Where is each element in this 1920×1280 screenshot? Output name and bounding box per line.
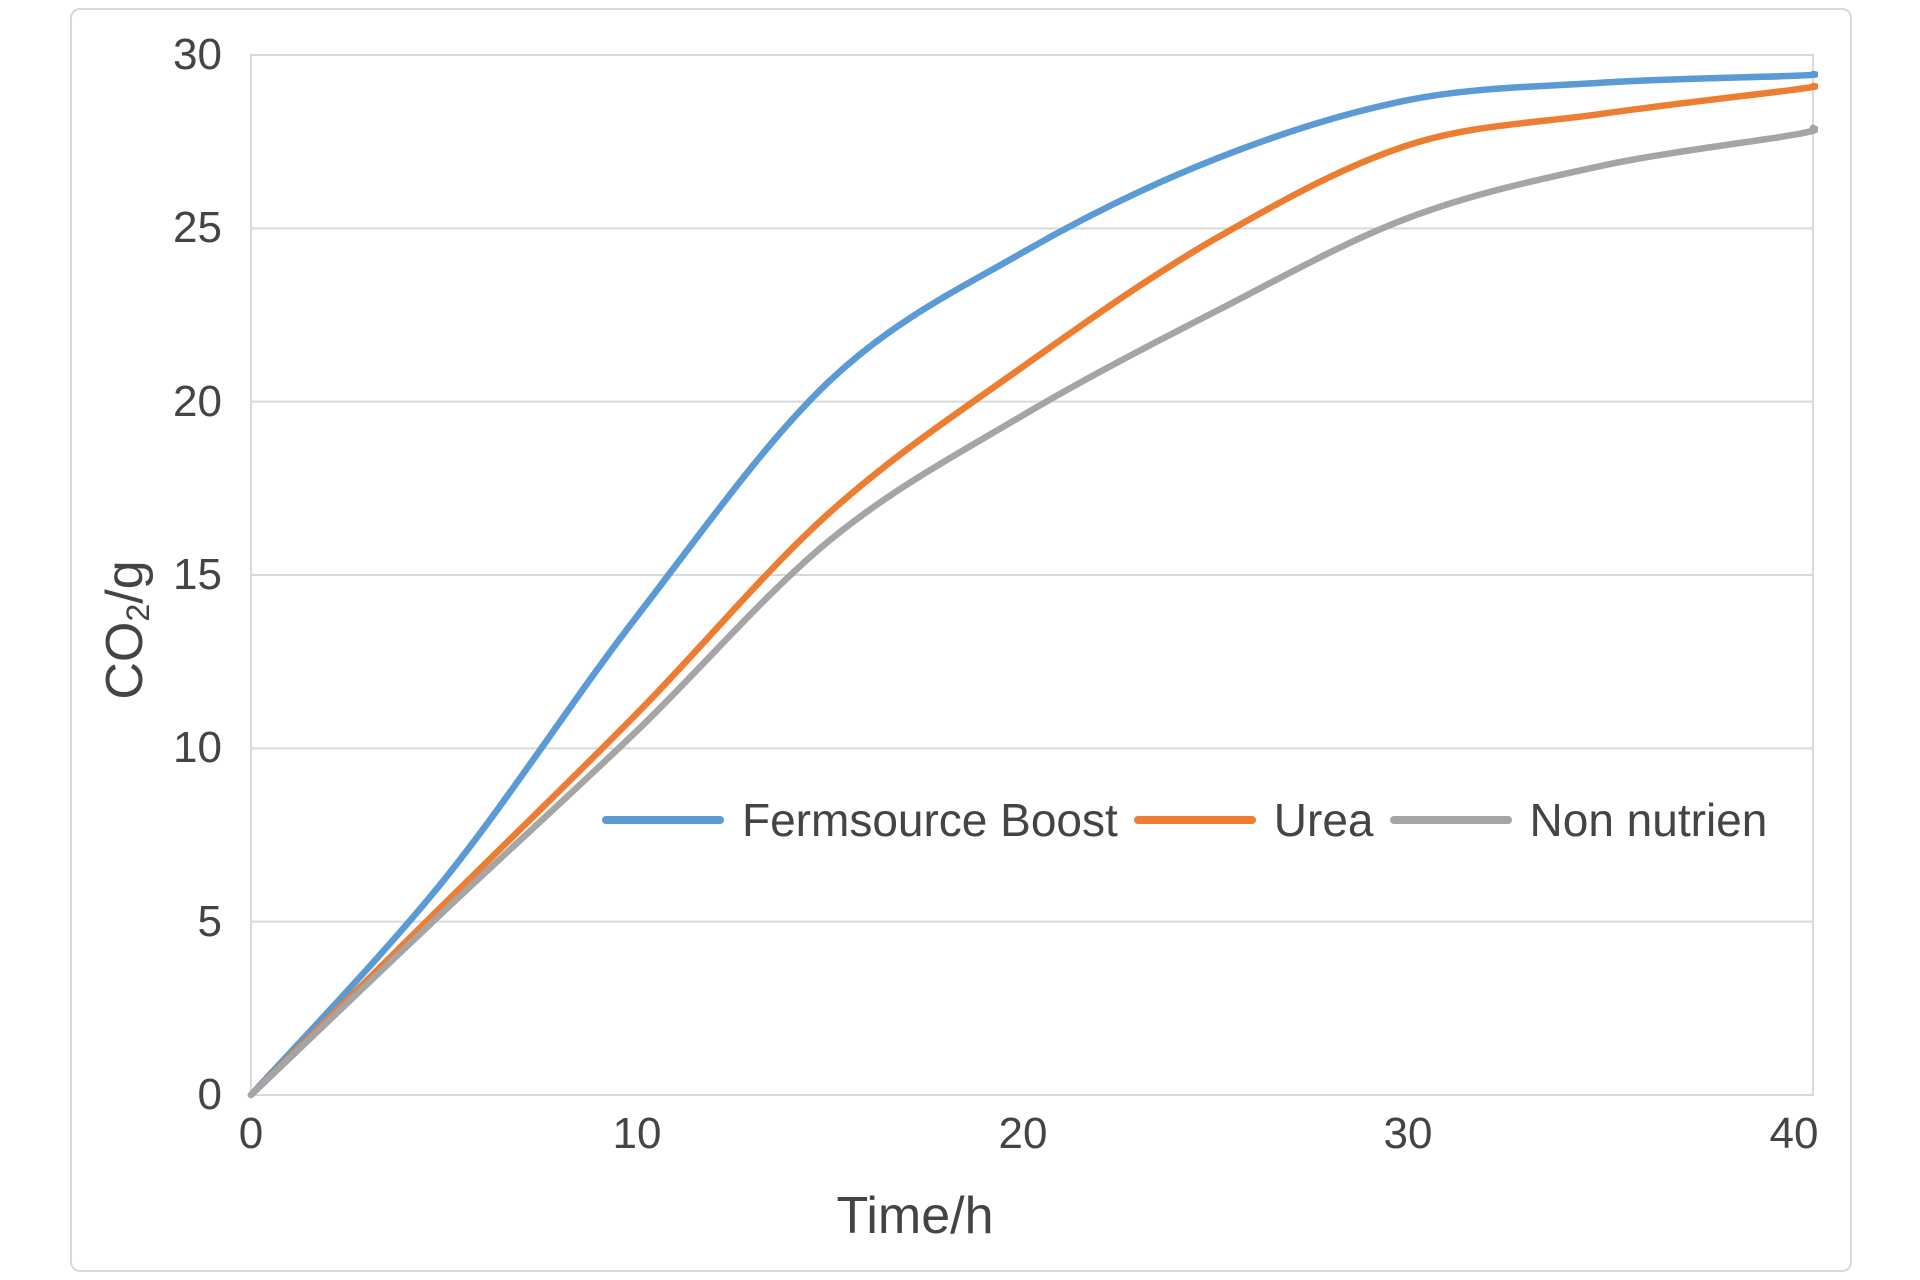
y-tick-label-30: 30: [173, 30, 222, 79]
y-tick-label-10: 10: [173, 723, 222, 772]
legend-label-fermsource-boost: Fermsource Boost: [742, 794, 1118, 846]
x-axis-title: Time/h: [836, 1187, 994, 1245]
legend-label-non-nutrien: Non nutrien: [1529, 794, 1768, 846]
x-tick-label-20: 20: [998, 1109, 1048, 1158]
series-line-fermsource-boost: [247, 70, 1818, 1099]
y-tick-label-5: 5: [197, 897, 222, 946]
legend-item-fermsource-boost: Fermsource Boost: [602, 794, 1118, 846]
legend-label-urea: Urea: [1273, 794, 1374, 846]
y-axis-title-unit: /g: [96, 560, 154, 604]
series-line-non-nutrien: [247, 124, 1818, 1099]
series-line-urea: [247, 82, 1818, 1099]
x-tick-label-10: 10: [612, 1109, 662, 1158]
y-axis-title-main: CO: [96, 621, 154, 700]
y-tick-label-25: 25: [173, 203, 222, 252]
legend-swatch-non-nutrien: [1389, 816, 1512, 824]
x-tick-label-0: 0: [238, 1109, 264, 1158]
legend-swatch-fermsource-boost: [602, 816, 724, 824]
chart-frame: [70, 8, 1852, 1272]
y-axis-title: CO2/g: [96, 560, 159, 700]
y-tick-label-15: 15: [173, 550, 222, 599]
x-tick-label-40: 40: [1769, 1109, 1819, 1158]
y-axis-title-subscript: 2: [120, 603, 157, 622]
legend-item-urea: Urea: [1133, 794, 1374, 846]
legend: Fermsource Boost Urea Non nutrien: [602, 792, 1767, 848]
legend-item-non-nutrien: Non nutrien: [1389, 794, 1768, 846]
legend-swatch-urea: [1133, 816, 1256, 824]
y-tick-label-20: 20: [173, 377, 222, 426]
y-tick-label-0: 0: [197, 1070, 222, 1119]
x-tick-label-30: 30: [1383, 1109, 1433, 1158]
